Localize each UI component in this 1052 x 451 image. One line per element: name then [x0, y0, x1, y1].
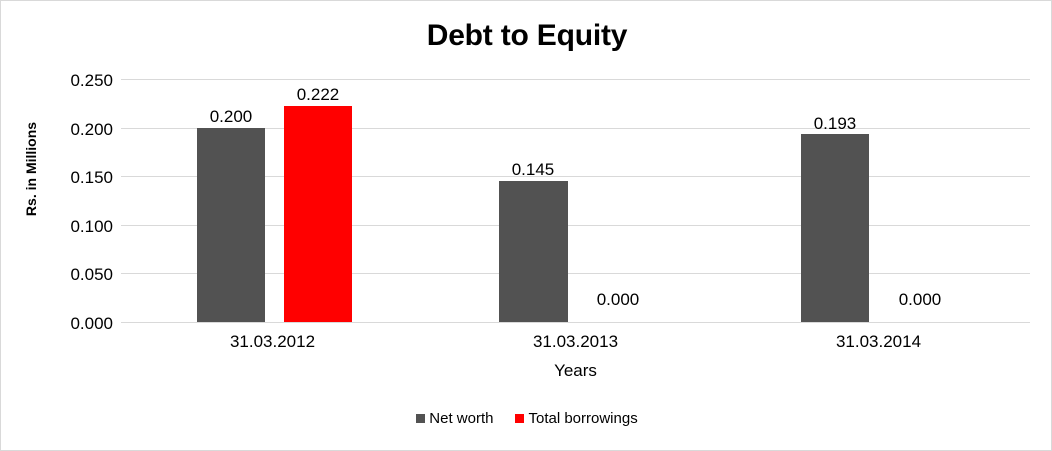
legend-item-net-worth[interactable]: Net worth	[416, 411, 493, 426]
gridline	[121, 273, 1030, 275]
gridline	[121, 322, 1030, 323]
legend-swatch-icon-total-borrowings	[515, 414, 525, 423]
legend-label-total-borrowings: Total borrowings	[528, 410, 638, 427]
legend-swatch-icon-net-worth	[416, 414, 426, 423]
y-tick-label: 0.200	[70, 119, 113, 139]
x-axis-title: Years	[554, 361, 597, 380]
x-tick-label-2012: 31.03.2012	[229, 332, 316, 351]
bar-net-worth-2014[interactable]	[801, 134, 869, 322]
legend-item-total-borrowings[interactable]: Total borrowings	[515, 410, 638, 427]
bar-value-label-total-borrowings-2012: 0.222	[296, 85, 340, 104]
x-tick-label-2013: 31.03.2013	[532, 332, 619, 351]
y-tick-label: 0.050	[70, 265, 113, 285]
bar-value-label-total-borrowings-2013: 0.000	[596, 290, 640, 309]
bar-net-worth-2012[interactable]	[197, 127, 265, 322]
gridline	[121, 224, 1030, 226]
chart-legend: Net worth Total borrowings	[1, 410, 1051, 427]
bar-value-label-total-borrowings-2014: 0.000	[898, 290, 942, 309]
y-axis-tick-labels: 0.250 0.200 0.150 0.100 0.050 0.000	[1, 72, 113, 332]
y-tick-label: 0.000	[70, 314, 113, 333]
gridline	[121, 176, 1030, 178]
bar-total-borrowings-2012[interactable]	[284, 106, 352, 322]
x-axis-tick-labels: 31.03.2012 31.03.2013 31.03.2014	[121, 332, 1030, 358]
bar-net-worth-2013[interactable]	[499, 181, 568, 322]
y-tick-label: 0.150	[70, 168, 113, 188]
bar-value-label-net-worth-2014: 0.193	[813, 114, 857, 133]
x-tick-label-2014: 31.03.2014	[835, 332, 922, 351]
bar-value-label-net-worth-2012: 0.200	[209, 107, 253, 126]
gridline	[121, 127, 1030, 129]
gridline	[121, 79, 1030, 80]
y-tick-label: 0.100	[70, 216, 113, 236]
y-tick-label: 0.250	[70, 71, 113, 90]
legend-label-net-worth: Net worth	[429, 410, 494, 427]
bar-value-label-net-worth-2013: 0.145	[511, 160, 555, 179]
plot-area: 0.200 0.222 0.145 0.000 0.193 0.000	[121, 79, 1030, 323]
chart-title: Debt to Equity	[426, 19, 628, 52]
